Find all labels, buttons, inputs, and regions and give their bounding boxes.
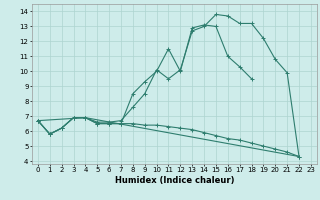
X-axis label: Humidex (Indice chaleur): Humidex (Indice chaleur)	[115, 176, 234, 185]
